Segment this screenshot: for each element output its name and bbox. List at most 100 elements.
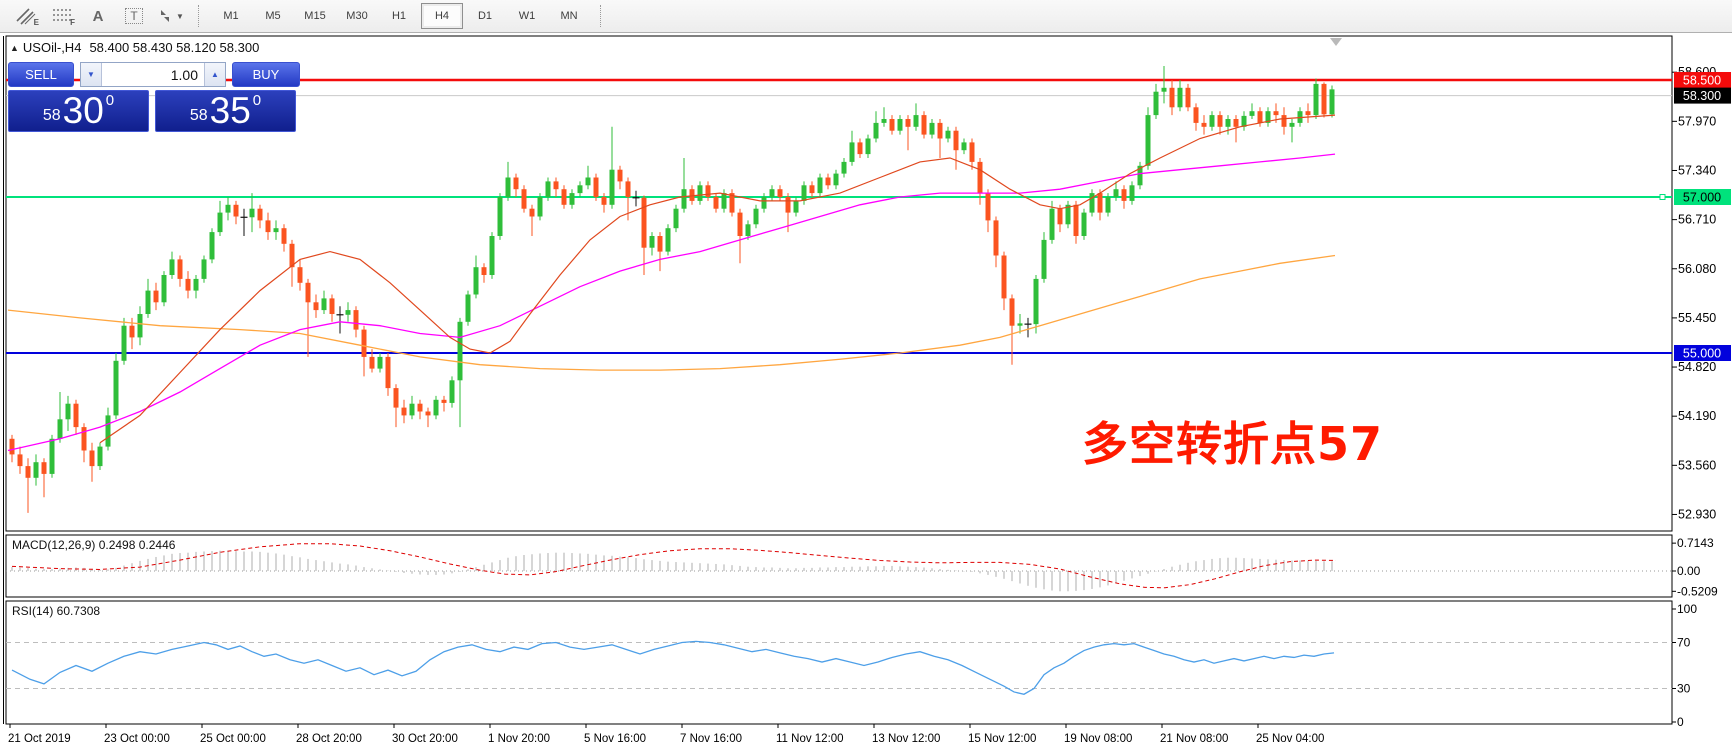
candle-body [65, 403, 71, 420]
candle-body [1321, 83, 1327, 115]
candle-body [593, 177, 599, 197]
rsi-axis-label: 0 [1677, 715, 1684, 729]
toolbar-separator [600, 5, 602, 27]
candle-body [345, 310, 351, 315]
buy-button[interactable]: BUY [232, 62, 300, 87]
price-badge-label: 57.000 [1683, 191, 1721, 205]
timeframe-mn[interactable]: MN [560, 10, 578, 22]
candle-body [377, 356, 383, 369]
price-axis-label: 55.450 [1678, 311, 1716, 325]
toolbar: E F A T ▼ M1 M5 M15 M30 H1 H4 D1 W1 MN [0, 0, 1732, 33]
rsi-line [11, 640, 1335, 695]
candle-body [281, 228, 287, 244]
timeframe-m15[interactable]: M15 [304, 10, 326, 22]
rsi-axis-label: 30 [1677, 682, 1691, 696]
candle-body [977, 161, 983, 194]
candle-body [1137, 165, 1143, 186]
candle-body [49, 438, 55, 474]
candle-body [625, 181, 631, 197]
candle-body [17, 454, 23, 467]
candle-body [145, 290, 151, 314]
candle-body [881, 119, 887, 123]
chart-shift-marker-icon[interactable] [1330, 38, 1342, 46]
candle-body [1033, 278, 1039, 325]
candle-body [329, 298, 335, 314]
timeframe-h1[interactable]: H1 [391, 10, 407, 22]
fibonacci-retracement-icon[interactable]: F [53, 9, 75, 27]
chevron-down-icon: ▼ [176, 11, 184, 21]
candle-body [1225, 119, 1231, 127]
candle-body [161, 275, 167, 303]
candle-body [985, 193, 991, 221]
candle-body [425, 411, 431, 416]
volume-increase-button[interactable]: ▲ [204, 63, 225, 86]
candle-body [1041, 239, 1047, 279]
candle-body [913, 115, 919, 127]
candle-body [745, 224, 751, 236]
timeframe-m5[interactable]: M5 [265, 10, 281, 22]
timeframe-m1[interactable]: M1 [223, 10, 239, 22]
candle-body [1057, 208, 1063, 225]
candle-body [449, 380, 455, 403]
price-axis-label: 54.820 [1678, 360, 1716, 374]
candle-body [1257, 111, 1263, 123]
candle-body [889, 119, 895, 131]
macd-panel [5, 534, 1673, 598]
text-icon[interactable]: A [92, 7, 104, 25]
candle-body [705, 185, 711, 197]
candle-body [1313, 83, 1319, 116]
timeframe-w1[interactable]: W1 [518, 10, 536, 22]
candle-body [857, 142, 863, 155]
candle-body [665, 228, 671, 252]
candle-body [305, 282, 311, 303]
candle-body [513, 177, 519, 190]
candle-body [545, 181, 551, 197]
price-chart[interactable] [6, 38, 1672, 513]
macd-signal-line [11, 543, 1337, 589]
hline-handle[interactable] [1659, 194, 1666, 200]
candle-body [537, 197, 543, 217]
candle-body [473, 267, 479, 295]
rsi-indicator-label: RSI(14) 60.7308 [12, 604, 101, 618]
time-axis[interactable]: 21 Oct 2019 23 Oct 00:00 25 Oct 00:00 28 Oc… [8, 724, 1324, 745]
time-axis-label: 21 Nov 08:00 [1160, 733, 1228, 745]
candle-body [609, 169, 615, 205]
arrows-icon[interactable]: ▼ [152, 3, 188, 29]
candle-body [873, 122, 879, 139]
candle-body [1073, 204, 1079, 236]
candle-body [273, 228, 279, 233]
candle-body [1241, 115, 1247, 127]
sell-price-display[interactable]: 58 30 0 [8, 90, 149, 132]
time-axis-label: 15 Nov 12:00 [968, 733, 1036, 745]
volume-input[interactable] [102, 63, 204, 86]
timeframe-d1[interactable]: D1 [477, 10, 493, 22]
candle-body [57, 419, 63, 439]
equidistant-channel-icon[interactable]: E [8, 3, 44, 29]
macd-axis-label: 0.7143 [1677, 536, 1714, 550]
candle-body [753, 208, 759, 225]
timeframe-h4[interactable]: H4 [421, 3, 463, 29]
timeframe-m30[interactable]: M30 [346, 10, 368, 22]
candle-body [113, 360, 119, 416]
candle-body [193, 278, 199, 291]
candle-body [417, 403, 423, 412]
candle-body [1113, 189, 1119, 197]
candle-body [529, 208, 535, 217]
candle-body [297, 267, 303, 283]
candle-body [1065, 204, 1071, 225]
chart-ohlc-values: 58.400 58.430 58.120 58.300 [89, 40, 260, 55]
candle-body [681, 189, 687, 209]
volume-decrease-button[interactable]: ▼ [81, 63, 102, 86]
main-chart-panel [5, 35, 1673, 532]
price-badge-label: 58.500 [1683, 74, 1721, 88]
text-label-icon[interactable]: T [116, 3, 152, 29]
price-badge-label: 55.000 [1683, 347, 1721, 361]
price-axis-label: 56.080 [1678, 262, 1716, 276]
ma-medium-magenta [7, 153, 1336, 452]
candle-body [81, 427, 87, 451]
sell-button[interactable]: SELL [8, 62, 74, 87]
candle-body [1105, 197, 1111, 213]
candle-body [481, 267, 487, 275]
buy-price-display[interactable]: 58 35 0 [155, 90, 296, 132]
